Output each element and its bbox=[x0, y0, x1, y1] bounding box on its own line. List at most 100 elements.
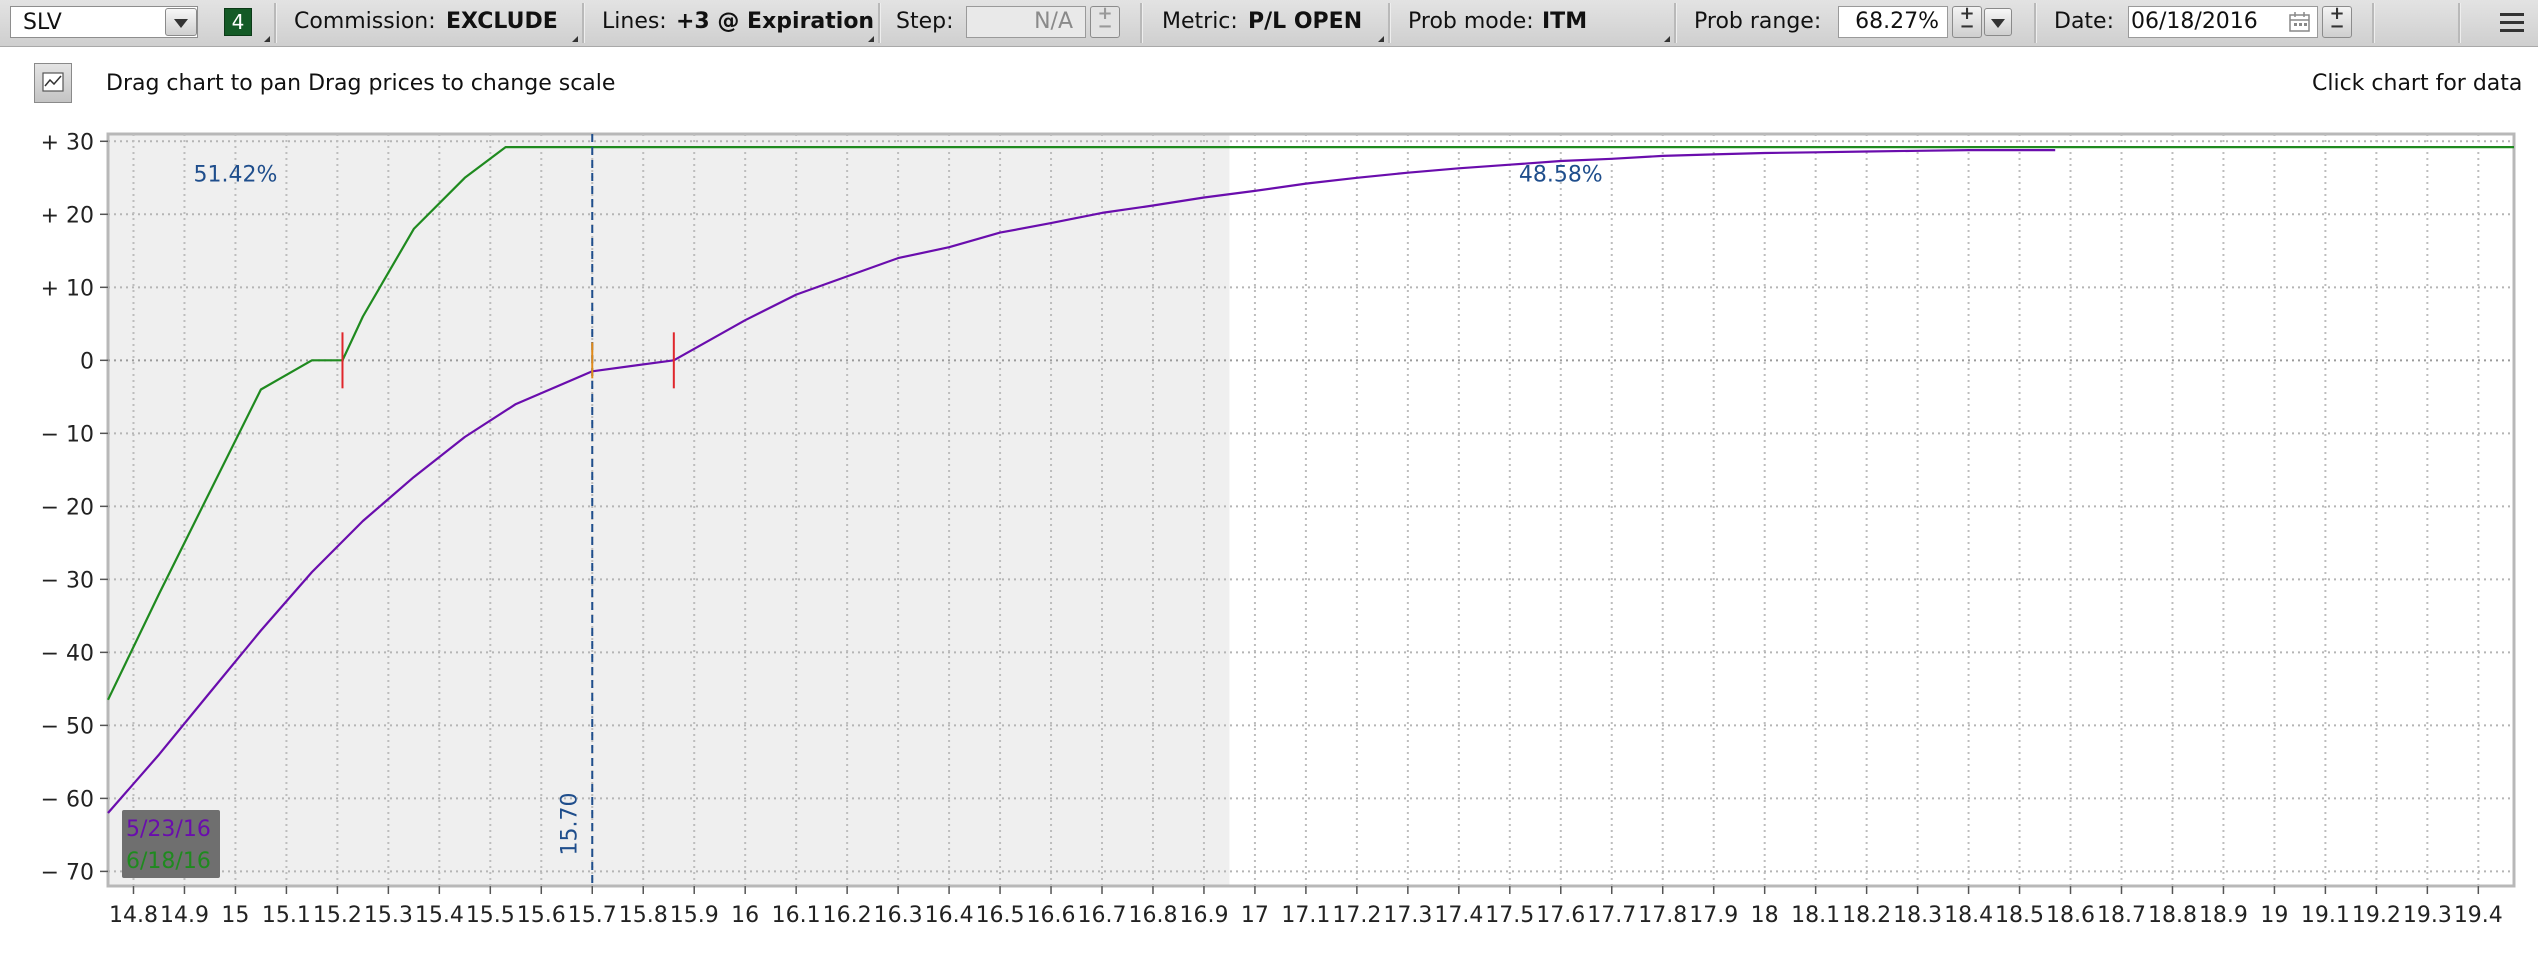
step-label: Step: bbox=[896, 9, 954, 34]
plus-icon: + bbox=[2329, 3, 2345, 24]
calendar-icon[interactable] bbox=[2289, 12, 2311, 32]
prob-range-field[interactable]: 68.27% bbox=[1838, 6, 1948, 38]
x-tick-label: 15.3 bbox=[364, 903, 413, 928]
metric-label: Metric: bbox=[1162, 9, 1238, 34]
x-tick-label: 19.4 bbox=[2454, 903, 2503, 928]
date-stepper[interactable]: + − bbox=[2322, 3, 2352, 38]
divider bbox=[582, 3, 585, 43]
y-tick-label: − 70 bbox=[41, 860, 94, 885]
symbol-dropdown-button[interactable] bbox=[165, 8, 197, 36]
date-value: 06/18/2016 bbox=[2131, 9, 2258, 34]
corner-marker-icon bbox=[264, 36, 270, 42]
x-tick-label: 18.1 bbox=[1791, 903, 1840, 928]
divider bbox=[2458, 3, 2461, 43]
y-tick-label: − 20 bbox=[41, 495, 94, 520]
x-tick-label: 14.9 bbox=[160, 903, 209, 928]
legend-item: 6/18/16 bbox=[126, 849, 211, 874]
symbol-value: SLV bbox=[23, 10, 62, 35]
date-label: Date: bbox=[2054, 9, 2114, 34]
x-tick-label: 17.3 bbox=[1383, 903, 1432, 928]
toolbar: SLV 4 Commission: EXCLUDE Lines: +3 @ Ex… bbox=[0, 0, 2538, 47]
divider bbox=[274, 3, 277, 43]
y-tick-label: − 10 bbox=[41, 422, 94, 447]
x-tick-label: 16.9 bbox=[1179, 903, 1228, 928]
x-tick-label: 15.9 bbox=[670, 903, 719, 928]
divider bbox=[878, 3, 881, 43]
current-price-label: 15.70 bbox=[557, 793, 582, 856]
risk-profile-chart[interactable]: + 30 + 20 + 10 0 − 10 − 20 − 30 − 40 − 50 − 60 − 7… bbox=[0, 120, 2538, 956]
symbol-selector[interactable]: SLV bbox=[10, 6, 198, 38]
divider bbox=[1140, 3, 1143, 43]
x-tick-label: 18.5 bbox=[1995, 903, 2044, 928]
divider bbox=[1674, 3, 1677, 43]
prob-range-label: Prob range: bbox=[1694, 9, 1822, 34]
y-tick-label: + 10 bbox=[41, 276, 94, 301]
x-tick-label: 17.9 bbox=[1689, 903, 1738, 928]
x-tick-label: 15.8 bbox=[619, 903, 668, 928]
lines-value[interactable]: +3 @ Expiration bbox=[676, 9, 875, 34]
x-tick-label: 15.6 bbox=[517, 903, 566, 928]
metric-value[interactable]: P/L OPEN bbox=[1248, 9, 1363, 34]
probability-label: 48.58% bbox=[1519, 162, 1603, 187]
commission-label: Commission: bbox=[294, 9, 436, 34]
lines-label: Lines: bbox=[602, 9, 667, 34]
prob-range-dropdown-button[interactable] bbox=[1984, 8, 2012, 36]
x-tick-label: 15.4 bbox=[415, 903, 464, 928]
x-tick-label: 17.4 bbox=[1434, 903, 1483, 928]
x-tick-label: 16.3 bbox=[874, 903, 923, 928]
pl-line-5-23-16 bbox=[107, 149, 2056, 814]
x-tick-label: 16.1 bbox=[772, 903, 821, 928]
prob-mode-value[interactable]: ITM bbox=[1542, 9, 1588, 34]
line-chart-icon bbox=[42, 72, 64, 92]
y-tick-label: − 60 bbox=[41, 787, 94, 812]
x-tick-label: 17.7 bbox=[1587, 903, 1636, 928]
plus-icon: + bbox=[1097, 3, 1113, 24]
probability-label: 51.42% bbox=[193, 162, 277, 187]
prob-range-stepper[interactable]: + − bbox=[1952, 5, 1982, 38]
y-tick-label: + 20 bbox=[41, 203, 94, 228]
x-tick-label: 18.9 bbox=[2199, 903, 2248, 928]
divider bbox=[1388, 3, 1391, 43]
x-tick-label: 19.2 bbox=[2352, 903, 2401, 928]
x-tick-label: 18.7 bbox=[2097, 903, 2146, 928]
corner-marker-icon bbox=[1378, 36, 1384, 42]
lines-count-badge[interactable]: 4 bbox=[224, 8, 252, 36]
x-tick-label: 15 bbox=[221, 903, 249, 928]
x-tick-label: 15.2 bbox=[313, 903, 362, 928]
chart-svg[interactable]: + 30 + 20 + 10 0 − 10 − 20 − 30 − 40 − 50 − 60 − 7… bbox=[0, 120, 2538, 952]
divider bbox=[2372, 3, 2375, 43]
legend-item: 5/23/16 bbox=[126, 817, 211, 842]
x-tick-label: 14.8 bbox=[109, 903, 158, 928]
plot-border bbox=[106, 132, 2516, 888]
corner-marker-icon bbox=[572, 36, 578, 42]
x-tick-label: 16.2 bbox=[823, 903, 872, 928]
step-field[interactable]: N/A bbox=[966, 6, 1086, 38]
x-tick-label: 18.6 bbox=[2046, 903, 2095, 928]
corner-marker-icon bbox=[1664, 36, 1670, 42]
step-stepper[interactable]: + − bbox=[1090, 3, 1120, 38]
commission-value[interactable]: EXCLUDE bbox=[446, 9, 558, 34]
y-tick-label: 0 bbox=[80, 349, 94, 374]
y-tick-label: + 30 bbox=[41, 130, 94, 155]
x-tick-label: 18.4 bbox=[1944, 903, 1993, 928]
x-tick-label: 16.6 bbox=[1027, 903, 1076, 928]
x-tick-label: 19 bbox=[2260, 903, 2288, 928]
x-tick-label: 16.8 bbox=[1128, 903, 1177, 928]
x-tick-label: 19.1 bbox=[2301, 903, 2350, 928]
y-tick-label: − 40 bbox=[41, 641, 94, 666]
probability-shaded-region bbox=[108, 134, 1230, 886]
minus-icon: − bbox=[1097, 16, 1113, 37]
menu-icon[interactable] bbox=[2500, 13, 2524, 33]
x-tick-label: 17.6 bbox=[1536, 903, 1585, 928]
x-tick-label: 17.2 bbox=[1332, 903, 1381, 928]
date-field[interactable]: 06/18/2016 bbox=[2128, 6, 2318, 38]
x-tick-label: 16.5 bbox=[976, 903, 1025, 928]
x-tick-label: 15.7 bbox=[568, 903, 617, 928]
x-tick-label: 17.8 bbox=[1638, 903, 1687, 928]
corner-marker-icon bbox=[868, 36, 874, 42]
x-tick-label: 18.8 bbox=[2148, 903, 2197, 928]
x-tick-label: 16 bbox=[731, 903, 759, 928]
x-tick-label: 18 bbox=[1751, 903, 1779, 928]
x-tick-label: 15.1 bbox=[262, 903, 311, 928]
chart-settings-button[interactable] bbox=[34, 63, 72, 103]
